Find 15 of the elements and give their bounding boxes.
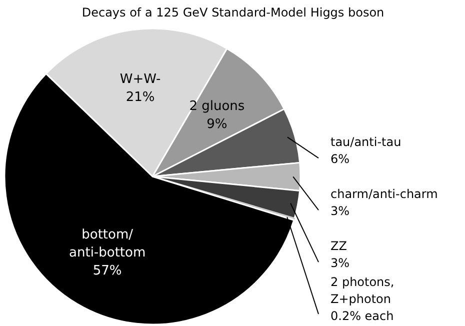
slice-label: charm/anti-charm	[330, 187, 438, 202]
slice-label: tau/anti-tau	[330, 135, 402, 150]
data-label: 3%	[330, 256, 350, 270]
data-label: 0.2% each	[330, 308, 394, 323]
data-label: 21%	[126, 90, 155, 106]
data-label: 9%	[206, 116, 228, 132]
chart-title: Decays of a 125 GeV Standard-Model Higgs boson	[82, 6, 384, 20]
slice-label: bottom/ anti-bottom	[69, 227, 146, 260]
slice-label: W+W-	[120, 72, 161, 88]
data-label: 6%	[330, 152, 350, 166]
slice-label: 2 photons, Z+photon	[330, 275, 394, 306]
slice-label: 2 gluons	[189, 98, 245, 114]
data-label: 3%	[330, 204, 350, 218]
slice-label: ZZ	[330, 239, 347, 254]
data-label: 57%	[92, 263, 122, 278]
